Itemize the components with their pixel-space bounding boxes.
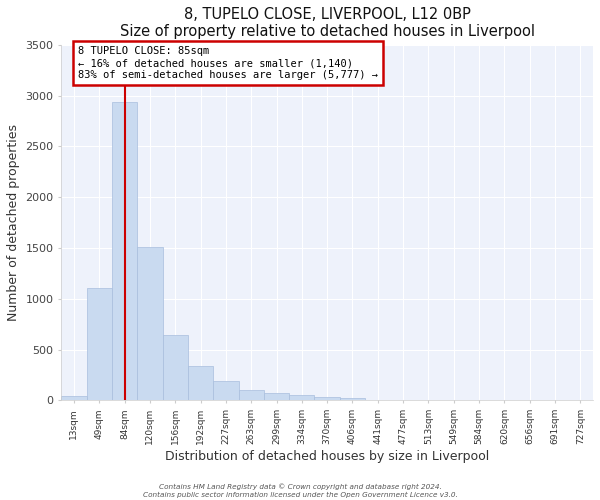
Bar [239,390,264,400]
Title: 8, TUPELO CLOSE, LIVERPOOL, L12 0BP
Size of property relative to detached houses: 8, TUPELO CLOSE, LIVERPOOL, L12 0BP Size… [119,7,535,40]
Bar [340,398,365,400]
Bar [61,396,86,400]
X-axis label: Distribution of detached houses by size in Liverpool: Distribution of detached houses by size … [165,450,489,463]
Bar [188,366,213,400]
Text: Contains HM Land Registry data © Crown copyright and database right 2024.
Contai: Contains HM Land Registry data © Crown c… [143,484,457,498]
Y-axis label: Number of detached properties: Number of detached properties [7,124,20,321]
Bar [86,288,112,401]
Text: 8 TUPELO CLOSE: 85sqm
← 16% of detached houses are smaller (1,140)
83% of semi-d: 8 TUPELO CLOSE: 85sqm ← 16% of detached … [78,46,378,80]
Bar [112,102,137,401]
Bar [264,394,289,400]
Bar [314,397,340,400]
Bar [163,336,188,400]
Bar [213,380,239,400]
Bar [137,247,163,400]
Bar [289,395,314,400]
